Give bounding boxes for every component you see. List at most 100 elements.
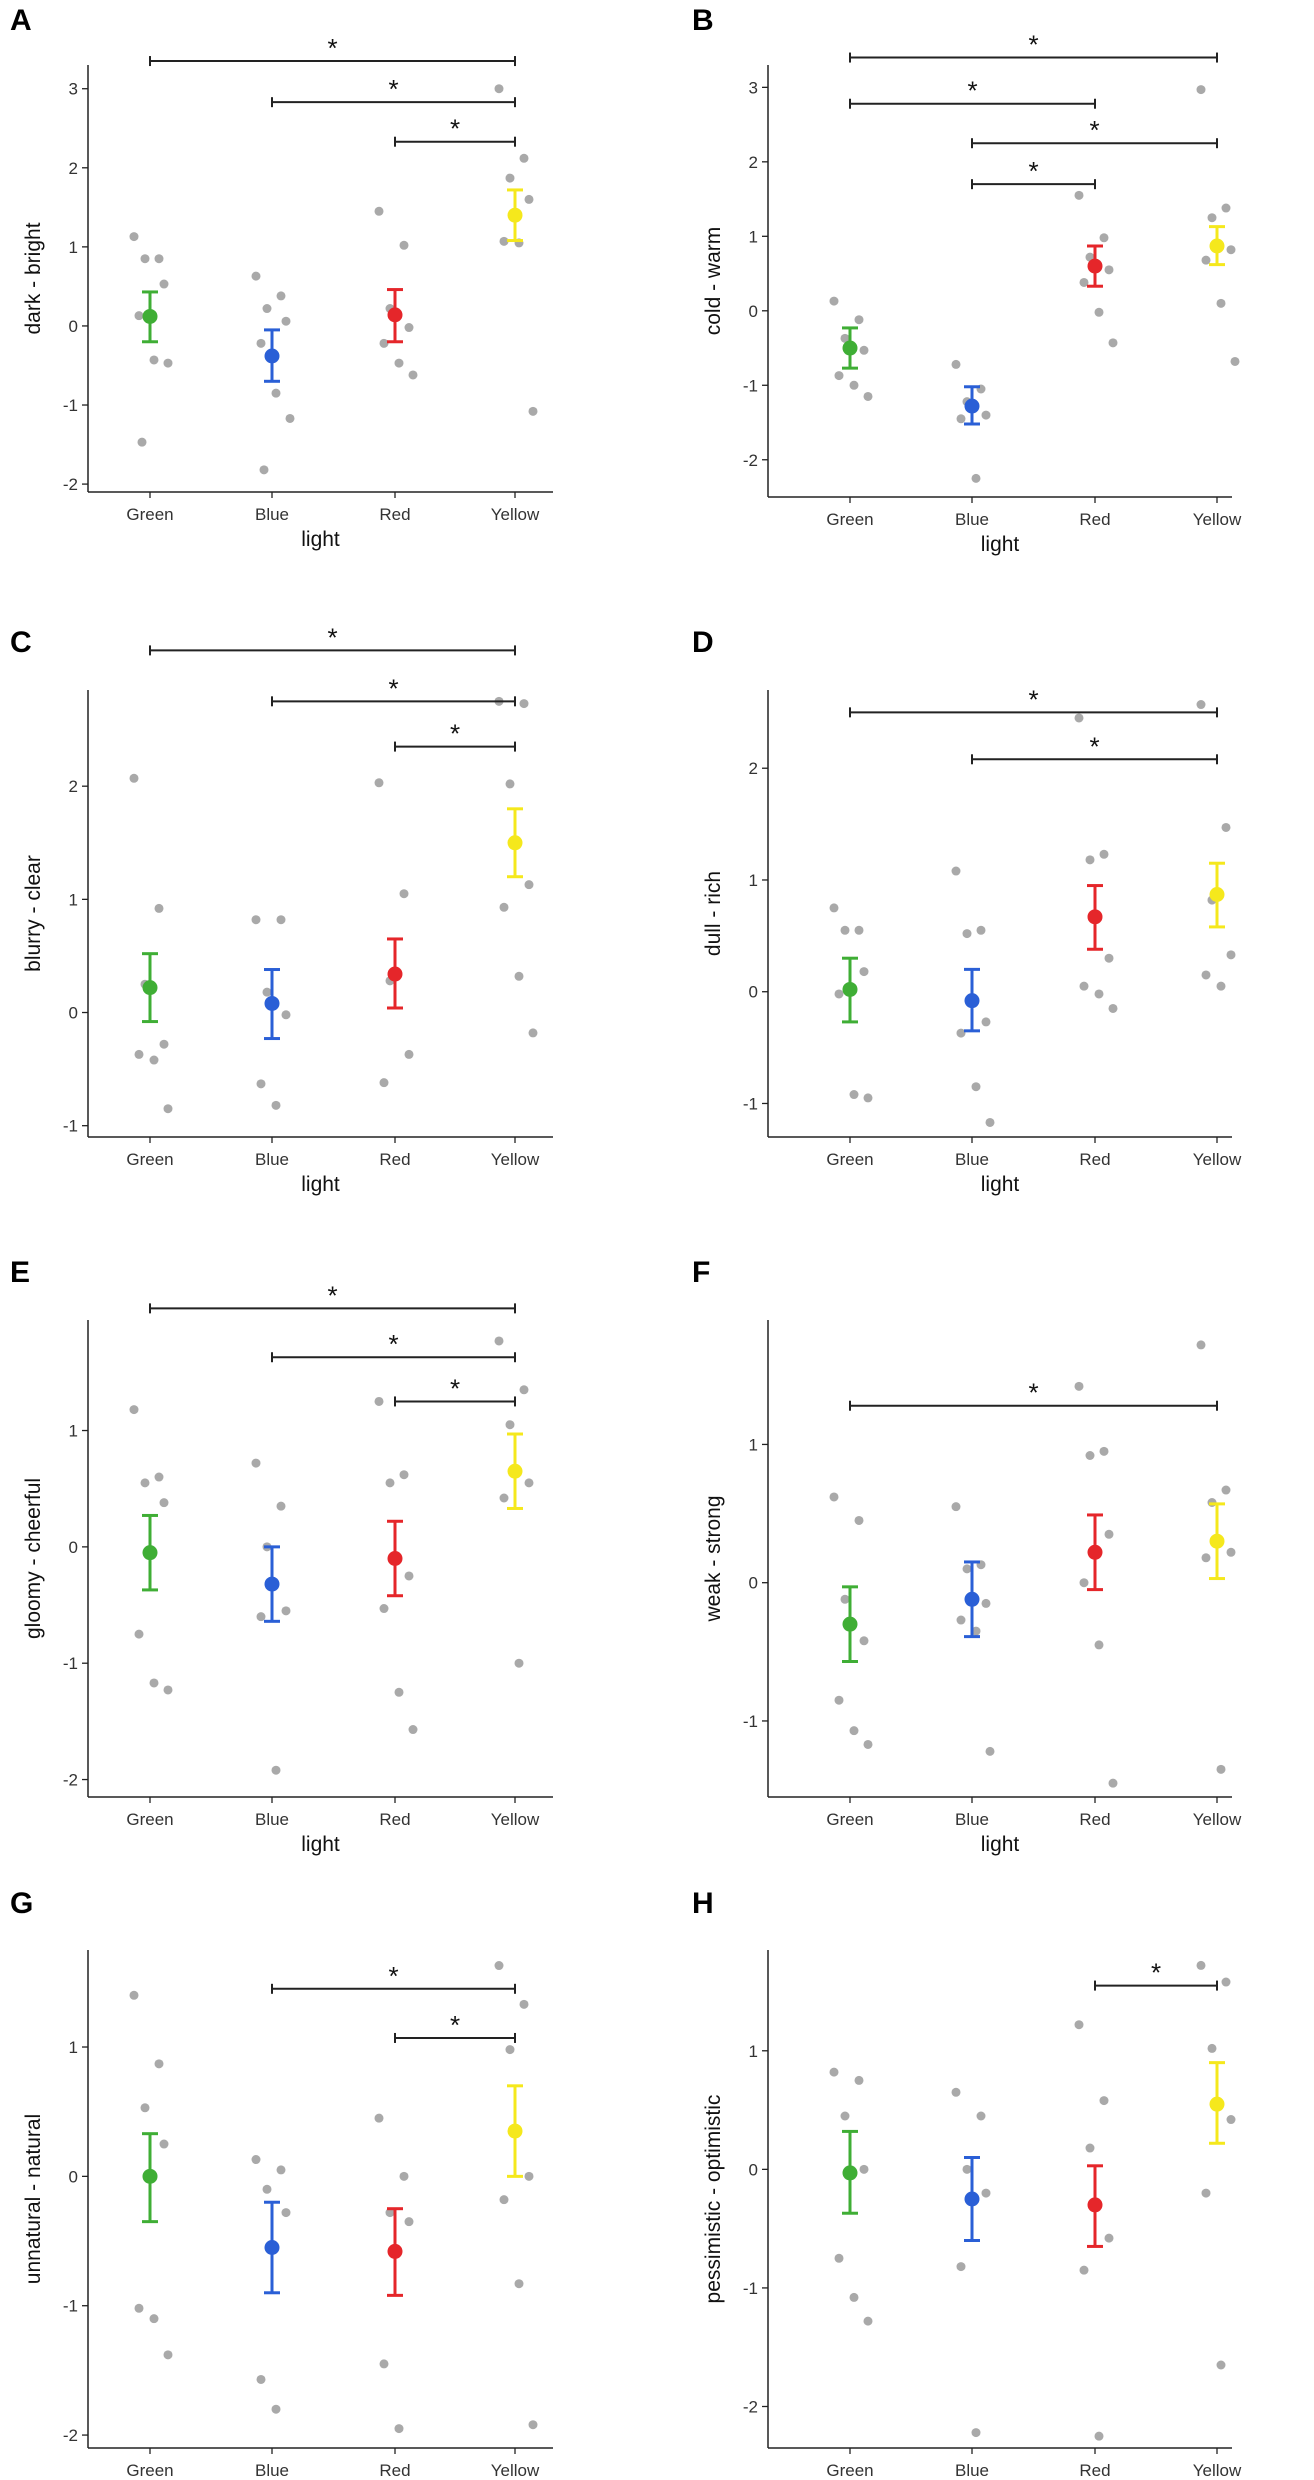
significance-star: *: [1028, 156, 1038, 186]
significance-star: *: [1089, 115, 1099, 145]
data-point: [499, 2195, 509, 2205]
y-tick-label: -1: [63, 396, 78, 415]
data-point: [840, 1594, 850, 1604]
data-point: [981, 410, 991, 420]
data-point: [399, 240, 409, 250]
mean-point-red: [1087, 909, 1103, 925]
y-tick-label: 0: [69, 1004, 78, 1023]
x-tick-label: Green: [126, 1810, 173, 1829]
data-point: [1201, 1553, 1211, 1563]
y-tick-label: 2: [749, 153, 758, 172]
data-point: [276, 2165, 286, 2175]
data-point: [1074, 190, 1084, 200]
significance-bracket: [971, 138, 1218, 149]
mean-point-green: [142, 308, 158, 324]
data-point: [399, 1470, 409, 1480]
y-tick-label: -1: [63, 1654, 78, 1673]
x-tick-label: Yellow: [491, 2461, 540, 2480]
panel-letter: B: [692, 4, 714, 37]
mean-point-green: [842, 340, 858, 356]
data-point: [1207, 2043, 1217, 2053]
panel-letter: H: [692, 1887, 714, 1920]
y-tick-label: 1: [69, 2038, 78, 2057]
x-tick-label: Blue: [955, 2461, 989, 2480]
x-tick-label: Blue: [955, 510, 989, 529]
significance-star: *: [1028, 30, 1038, 60]
data-point: [976, 2111, 986, 2121]
y-tick-label: 1: [749, 871, 758, 890]
data-point: [159, 1039, 169, 1049]
data-point: [1230, 356, 1240, 366]
y-tick-label: 2: [69, 777, 78, 796]
significance-bracket: [394, 1396, 516, 1407]
data-point: [1221, 822, 1231, 832]
x-axis-title: light: [301, 1833, 340, 1856]
mean-point-green: [142, 2168, 158, 2184]
data-point: [829, 2067, 839, 2077]
significance-bracket: [271, 97, 516, 108]
data-point: [1201, 255, 1211, 265]
data-point: [137, 437, 147, 447]
data-point: [834, 1695, 844, 1705]
y-tick-label: 0: [69, 1538, 78, 1557]
mean-point-blue: [264, 1576, 280, 1592]
data-point: [276, 915, 286, 925]
y-tick-label: 3: [749, 78, 758, 97]
panel-d: D -1 0 1 2 Green Blue Red Yellow light dull - rich…: [692, 626, 1242, 1196]
mean-point-red: [387, 966, 403, 982]
data-point: [1226, 950, 1236, 960]
data-point: [849, 380, 859, 390]
data-point: [1099, 1446, 1109, 1456]
mean-point-red: [387, 1551, 403, 1566]
data-point: [1104, 2233, 1114, 2243]
data-point: [971, 1082, 981, 1092]
data-point: [134, 2303, 144, 2313]
y-tick-label: 1: [69, 1422, 78, 1441]
x-tick-label: Green: [826, 510, 873, 529]
data-point: [159, 2139, 169, 2149]
data-point: [1074, 713, 1084, 723]
data-point: [262, 987, 272, 997]
data-point: [981, 1017, 991, 1027]
data-point: [134, 1049, 144, 1059]
significance-star: *: [450, 2010, 460, 2040]
mean-point-yellow: [507, 207, 523, 223]
x-tick-label: Green: [826, 1150, 873, 1169]
data-point: [154, 254, 164, 264]
data-point: [524, 2171, 534, 2181]
significance-star: *: [1028, 1378, 1038, 1408]
data-point: [951, 2087, 961, 2097]
mean-point-blue: [964, 993, 980, 1009]
significance-bracket: [149, 56, 516, 67]
data-point: [519, 153, 529, 163]
x-tick-label: Blue: [955, 1150, 989, 1169]
data-point: [962, 2164, 972, 2174]
data-point: [129, 1990, 139, 2000]
data-point: [1104, 953, 1114, 963]
significance-bracket: [849, 52, 1218, 63]
data-point: [385, 1478, 395, 1488]
data-point: [499, 1493, 509, 1503]
data-point: [163, 1685, 173, 1695]
significance-bracket: [849, 707, 1218, 718]
panel-h: H-2-101GreenBlueRedYellowlightpessimisti…: [692, 1887, 1242, 2480]
data-point: [1099, 849, 1109, 859]
data-point: [1079, 2265, 1089, 2275]
data-point: [408, 1725, 418, 1735]
data-point: [528, 2420, 538, 2430]
significance-bracket: [849, 98, 1096, 109]
y-tick-label: -2: [743, 2398, 758, 2417]
y-tick-label: 1: [749, 2042, 758, 2061]
mean-point-red: [387, 307, 403, 323]
data-point: [1201, 2188, 1211, 2198]
x-tick-label: Red: [1079, 510, 1110, 529]
data-point: [1216, 2360, 1226, 2370]
data-point: [1074, 1381, 1084, 1391]
x-tick-label: Blue: [255, 505, 289, 524]
data-point: [951, 359, 961, 369]
data-point: [1108, 1003, 1118, 1013]
data-point: [251, 2155, 261, 2165]
data-point: [129, 1405, 139, 1415]
data-point: [519, 1385, 529, 1395]
significance-star: *: [1089, 731, 1099, 761]
